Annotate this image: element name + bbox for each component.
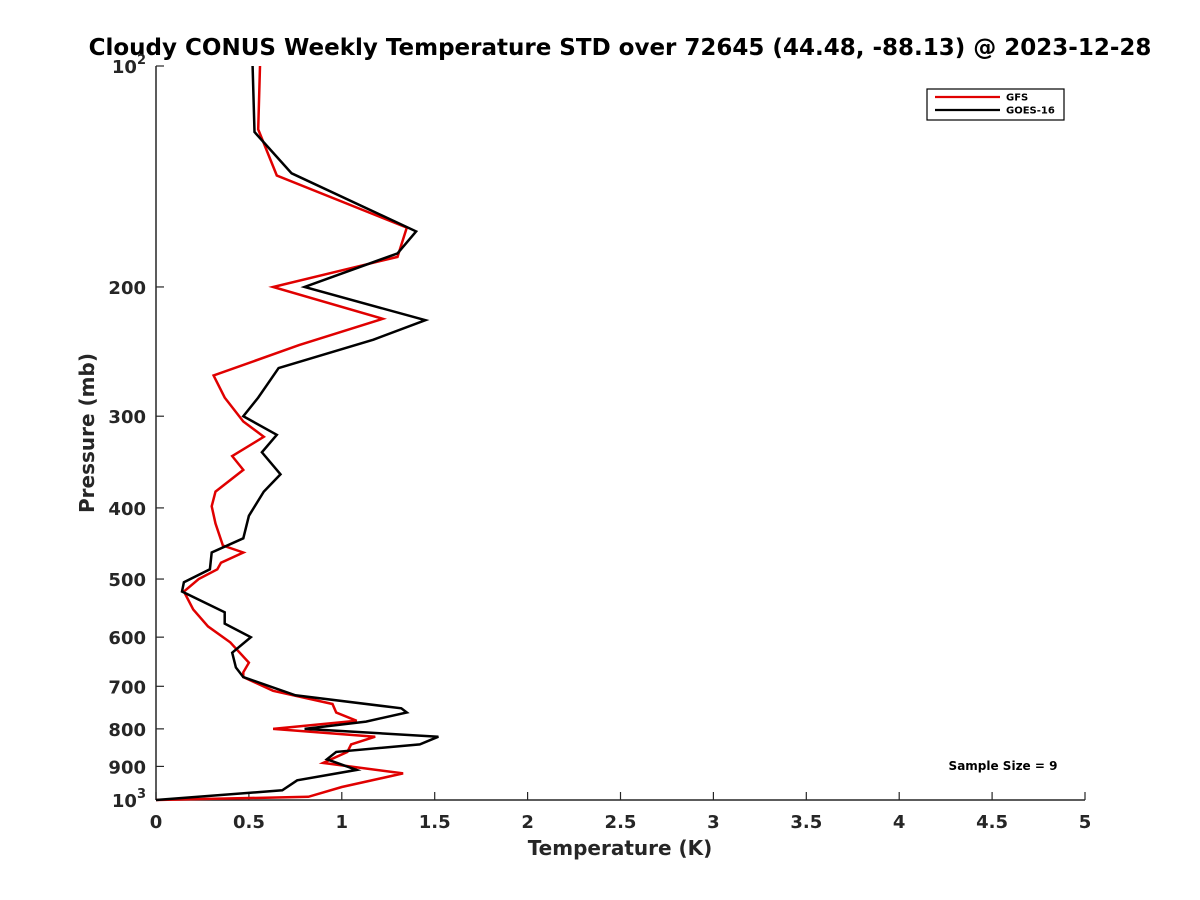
y-tick-label: 200 (108, 278, 146, 299)
x-tick-label: 3 (707, 812, 720, 833)
x-tick-label: 3.5 (790, 812, 822, 833)
x-tick-label: 4.5 (976, 812, 1008, 833)
y-axis-label: Pressure (mb) (75, 353, 99, 513)
y-axis-ticks: 102 200 300 400 500 600 700 800 900 103 (108, 53, 164, 812)
legend-box (926, 88, 1065, 121)
x-axis-ticks: 0 0.5 1 1.5 2 2.5 3 3.5 4 4.5 5 (150, 792, 1092, 833)
series-line-gfs (155, 65, 409, 802)
x-tick-label: 0.5 (233, 812, 265, 833)
y-tick-label: 900 (108, 757, 146, 778)
x-tick-label: 2 (521, 812, 534, 833)
y-tick-label: 600 (108, 628, 146, 649)
legend: GFS GOES-16 (926, 88, 1065, 121)
x-tick-label: 5 (1079, 812, 1092, 833)
series-line-goes16 (155, 65, 439, 802)
y-tick-label: 300 (108, 407, 146, 428)
legend-label-gfs: GFS (1006, 93, 1028, 104)
sample-size-annotation: Sample Size = 9 (949, 759, 1058, 773)
y-tick-label: 700 (108, 677, 146, 698)
series-lines (155, 65, 439, 802)
y-tick-label: 800 (108, 720, 146, 741)
y-tick-label: 103 (112, 787, 146, 812)
x-tick-label: 4 (893, 812, 906, 833)
y-tick-label: 102 (112, 53, 146, 78)
chart-title: Cloudy CONUS Weekly Temperature STD over… (89, 35, 1152, 61)
legend-label-goes16: GOES-16 (1006, 106, 1055, 117)
x-tick-label: 0 (150, 812, 163, 833)
x-tick-label: 2.5 (605, 812, 637, 833)
y-tick-label: 500 (108, 570, 146, 591)
x-tick-label: 1 (336, 812, 349, 833)
x-tick-label: 1.5 (419, 812, 451, 833)
x-axis-label: Temperature (K) (528, 836, 713, 860)
y-tick-label: 400 (108, 499, 146, 520)
